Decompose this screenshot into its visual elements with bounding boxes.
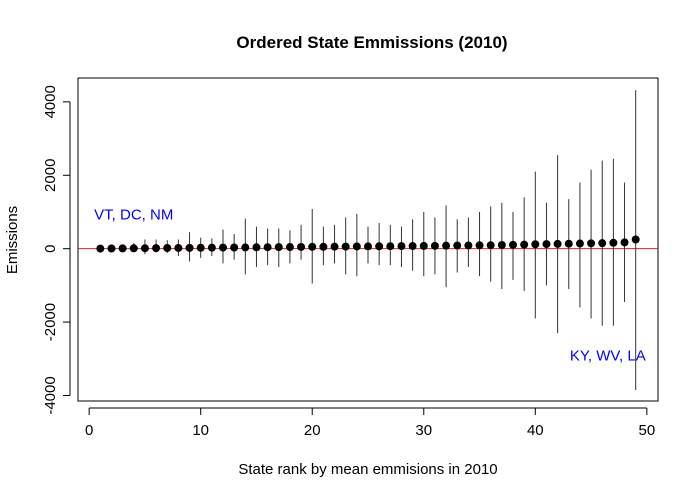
x-tick-label: 30 [415,422,432,439]
data-point [475,241,484,250]
data-marks [96,90,640,390]
x-axis-label: State rank by mean emmisions in 2010 [238,461,497,478]
data-point [207,243,216,252]
data-point [598,239,607,248]
data-point [241,243,250,252]
data-point [96,244,105,253]
data-point [364,242,372,251]
annotations: VT, DC, NM KY, WV, LA [94,206,646,364]
y-axis-label: Emissions [4,206,21,274]
data-point [308,242,317,251]
axes: 0 10 20 30 40 50 -4000 -2000 0 2000 4000 [42,85,655,439]
data-point [375,242,384,251]
x-tick-label: 10 [192,422,209,439]
data-point [564,239,573,248]
y-tick-label: 2000 [42,159,59,192]
data-point [330,242,339,251]
data-point [285,243,294,252]
data-point [386,242,395,251]
chart-title: Ordered State Emmissions (2010) [236,33,507,52]
x-tick-label: 40 [527,422,544,439]
data-point [587,239,596,248]
data-point [408,242,417,251]
annotation-label: KY, WV, LA [570,348,646,365]
data-point [486,241,495,250]
data-point [185,243,194,252]
data-point [531,240,540,249]
data-point [631,235,640,244]
y-tick-label: -2000 [42,303,59,341]
data-point [575,239,584,248]
annotation-label: VT, DC, NM [94,206,173,223]
data-point [341,242,350,251]
data-point [520,240,529,249]
data-point [174,243,183,252]
x-tick-label: 20 [304,422,321,439]
data-point [230,243,239,252]
data-point [509,240,517,249]
data-point [464,241,473,250]
data-point [219,243,227,252]
x-tick-label: 50 [639,422,656,439]
data-point [118,244,127,253]
data-point [620,238,629,247]
y-tick-label: 4000 [42,85,59,118]
y-tick-label: 0 [42,245,59,253]
x-tick-label: 0 [85,422,93,439]
data-point [442,241,451,250]
data-point [196,243,205,252]
data-point [319,242,328,251]
data-point [163,244,172,253]
data-point [129,244,138,253]
y-tick-label: -4000 [42,376,59,414]
data-point [352,242,361,251]
data-point [453,241,462,250]
data-point [140,244,149,253]
data-point [263,243,272,252]
data-point [252,243,261,252]
data-point [297,242,306,251]
data-point [152,244,161,253]
data-point [430,241,439,250]
data-point [274,243,283,252]
data-point [397,242,406,251]
data-point [553,239,562,248]
data-point [609,238,618,247]
data-point [497,241,506,250]
plot-frame [77,77,659,402]
data-point [542,240,551,249]
data-point [419,241,428,250]
data-point [107,244,116,253]
